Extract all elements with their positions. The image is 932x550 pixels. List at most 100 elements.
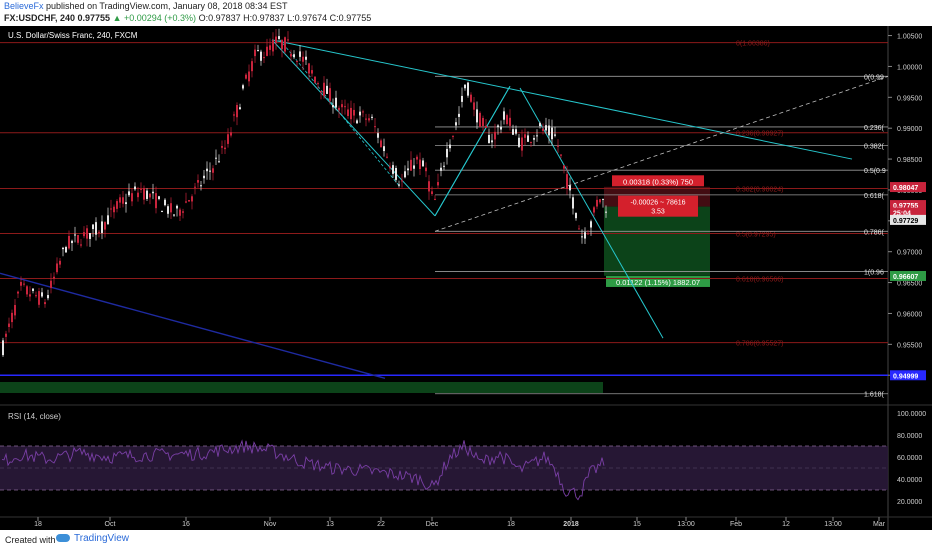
price-tick-label: 0.96000 <box>897 311 922 318</box>
candle-body <box>467 82 469 96</box>
time-tick-label: 18 <box>34 521 42 528</box>
candle-body <box>164 199 166 206</box>
candle-body <box>419 159 421 170</box>
candle-body <box>71 240 73 244</box>
candle-body <box>383 146 385 152</box>
fib-label-white: 0(0.99 <box>864 74 884 81</box>
candle-body <box>329 88 331 101</box>
candle-body <box>497 125 499 128</box>
candle-body <box>554 134 556 136</box>
candle-body <box>452 135 454 137</box>
symbol-label: FX:USDCHF, 240 <box>4 13 76 23</box>
tradingview-brand[interactable]: TradingView <box>56 533 129 544</box>
candle-body <box>545 125 547 131</box>
time-tick-label: 15 <box>633 521 641 528</box>
candle-body <box>200 185 202 187</box>
candle-body <box>536 135 538 137</box>
candle-body <box>437 182 439 186</box>
candle-body <box>341 104 343 108</box>
fib-label-red: 0.236(0.98927) <box>736 131 783 138</box>
candle-body <box>320 90 322 93</box>
fib-label-white: 1(0.96 <box>864 269 884 276</box>
candle-body <box>377 133 379 138</box>
candle-body <box>578 228 580 230</box>
candle-body <box>494 131 496 140</box>
candle-body <box>272 40 274 52</box>
time-tick-label: 22 <box>377 521 385 528</box>
candle-body <box>371 116 373 118</box>
candle-body <box>275 36 277 43</box>
candle-body <box>530 141 532 143</box>
fib-label-white: 1.618( <box>864 392 885 399</box>
candle-body <box>353 109 355 116</box>
candle-body <box>386 156 388 158</box>
candle-body <box>551 127 553 140</box>
time-tick-label: 13:00 <box>824 521 842 528</box>
candle-body <box>20 281 22 286</box>
candle-body <box>56 263 58 273</box>
candle-body <box>428 181 430 192</box>
candle-body <box>260 51 262 61</box>
candle-body <box>161 211 163 213</box>
candle-body <box>560 154 562 156</box>
candle-body <box>332 105 334 108</box>
time-tick-label: Oct <box>105 521 116 528</box>
fib-label-white: 0.618( <box>864 193 885 200</box>
candle-body <box>443 165 445 167</box>
candle-body <box>599 199 601 203</box>
candle-body <box>152 191 154 194</box>
candle-body <box>11 312 13 323</box>
price-tag-box <box>890 214 926 225</box>
candle-body <box>281 40 283 50</box>
fib-label-white: 0.236( <box>864 125 885 132</box>
candle-body <box>191 196 193 202</box>
footer-bar: Created with TradingView <box>0 530 932 550</box>
candle-body <box>395 168 397 180</box>
pnl-label-text: 3.53 <box>651 209 665 216</box>
candle-body <box>596 199 598 207</box>
candle-body <box>206 168 208 172</box>
candle-body <box>29 294 31 297</box>
candle-body <box>293 54 295 58</box>
candle-body <box>323 82 325 96</box>
rsi-tick-label: 80.0000 <box>897 433 922 440</box>
candle-body <box>455 122 457 126</box>
candle-body <box>410 159 412 171</box>
candle-body <box>305 56 307 60</box>
price-tick-label: 0.96500 <box>897 281 922 288</box>
fib-label-red: 0.5(0.97295) <box>736 231 776 238</box>
candle-body <box>197 180 199 183</box>
candle-body <box>83 232 85 237</box>
time-tick-label: 2018 <box>563 521 579 528</box>
stop-label-text: 0.00318 (0.33%) 750 <box>623 177 693 186</box>
time-tick-label: 13 <box>326 521 334 528</box>
candle-body <box>107 215 109 225</box>
candle-body <box>179 209 181 216</box>
candle-body <box>539 123 541 127</box>
candle-body <box>263 57 265 59</box>
candle-body <box>473 102 475 110</box>
candle-body <box>350 107 352 120</box>
price-tag-label: 0.97729 <box>893 218 918 225</box>
published-text: published on TradingView.com, January 08… <box>46 1 288 11</box>
candle-body <box>143 188 145 200</box>
chart-title: U.S. Dollar/Swiss Franc, 240, FXCM <box>8 31 138 40</box>
pattern-leg <box>271 39 436 217</box>
candle-body <box>359 111 361 116</box>
candle-body <box>527 135 529 142</box>
candle-body <box>254 49 256 57</box>
candle-body <box>218 161 220 163</box>
candle-body <box>95 222 97 235</box>
candle-body <box>284 37 286 52</box>
candle-body <box>128 191 130 196</box>
ohlc-values: O:0.97837 H:0.97837 L:0.97674 C:0.97755 <box>198 13 372 23</box>
candle-body <box>209 170 211 172</box>
candle-body <box>500 126 502 130</box>
fib-extension-dashed <box>434 75 889 232</box>
candle-body <box>407 168 409 171</box>
author-link[interactable]: BelieveFx <box>4 1 44 11</box>
chart-area[interactable]: 0.00318 (0.33%) 750-0.00026 ~ 786163.530… <box>0 26 932 530</box>
candle-body <box>110 208 112 210</box>
dashed-channel <box>279 39 401 188</box>
price-tick-label: 0.98500 <box>897 157 922 164</box>
